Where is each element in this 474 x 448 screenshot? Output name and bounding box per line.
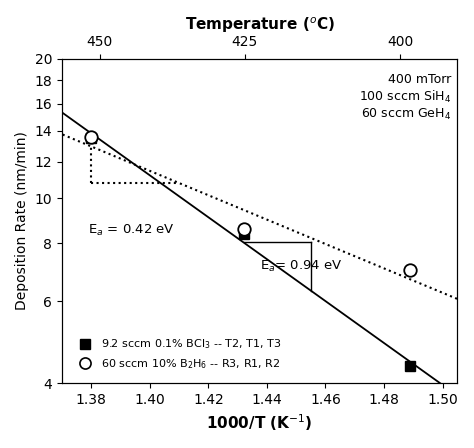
X-axis label: 1000/T (K$^{-1}$): 1000/T (K$^{-1}$) [206, 412, 313, 433]
Text: 400 mTorr
100 sccm SiH$_4$
60 sccm GeH$_4$: 400 mTorr 100 sccm SiH$_4$ 60 sccm GeH$_… [359, 73, 451, 122]
Text: E$_a$= 0.94 eV: E$_a$= 0.94 eV [260, 258, 342, 274]
Legend: 9.2 sccm 0.1% BCl$_3$ -- T2, T1, T3, 60 sccm 10% B$_2$H$_6$ -- R3, R1, R2: 9.2 sccm 0.1% BCl$_3$ -- T2, T1, T3, 60 … [71, 334, 285, 374]
Text: E$_a$ = 0.42 eV: E$_a$ = 0.42 eV [88, 223, 174, 238]
Y-axis label: Deposition Rate (nm/min): Deposition Rate (nm/min) [15, 132, 29, 310]
X-axis label: Temperature ($^o$C): Temperature ($^o$C) [185, 15, 335, 34]
